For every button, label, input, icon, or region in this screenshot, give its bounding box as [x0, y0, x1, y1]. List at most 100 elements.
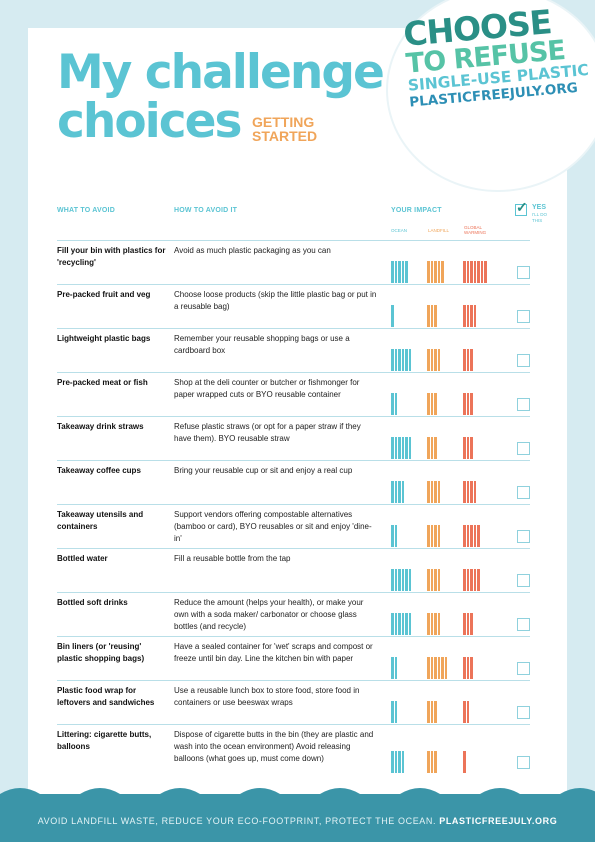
ocean-impact-bar [408, 349, 411, 371]
landfill-impact-bar [441, 657, 444, 679]
ill-do-this-checkbox[interactable] [517, 310, 530, 323]
landfill-impact-bar [437, 613, 440, 635]
ill-do-this-checkbox[interactable] [517, 354, 530, 367]
ocean-impact-bar [391, 751, 394, 773]
footer-text: AVOID LANDFILL WASTE, REDUCE YOUR ECO-FO… [0, 816, 595, 826]
ill-do-this-checkbox[interactable] [517, 530, 530, 543]
ocean-impact-bar [405, 613, 408, 635]
warming-impact-bar [470, 657, 473, 679]
ocean-impact-bar [398, 751, 401, 773]
footer-link[interactable]: PLASTICFREEJULY.ORG [439, 816, 558, 826]
table-row: Bottled water Fill a reusable bottle from… [57, 548, 530, 593]
ill-do-this-checkbox[interactable] [517, 706, 530, 719]
title-line-1: My challenge [57, 45, 385, 100]
ocean-impact-bar [394, 751, 397, 773]
table-row: Pre-packed fruit and veg Choose loose pro… [57, 284, 530, 329]
ill-do-this-checkbox[interactable] [517, 266, 530, 279]
ocean-impact-bar [398, 437, 401, 459]
warming-impact-bar [477, 569, 480, 591]
warming-impact-bar [470, 261, 473, 283]
landfill-impact-bar [437, 349, 440, 371]
warming-impact-bar [477, 261, 480, 283]
ocean-impact-bar [398, 569, 401, 591]
ill-do-this-checkbox[interactable] [517, 486, 530, 499]
ocean-impact-bar [394, 437, 397, 459]
landfill-impact-bar [430, 481, 433, 503]
warming-impact-bar [473, 305, 476, 327]
landfill-impact-bar [430, 613, 433, 635]
table-row: Littering: cigarette butts, balloons Disp… [57, 724, 530, 781]
table-row: Lightweight plastic bags Remember your re… [57, 328, 530, 373]
warming-impact-bar [463, 481, 466, 503]
header-yes: YES [532, 204, 547, 211]
getting-started-line-2: STARTED [252, 128, 318, 144]
ocean-impact-bar [394, 569, 397, 591]
warming-impact-bar [470, 525, 473, 547]
ill-do-this-checkbox[interactable] [517, 618, 530, 631]
warming-impact-bar [463, 525, 466, 547]
ocean-impact-bar [401, 481, 404, 503]
ocean-impact-bar [408, 613, 411, 635]
ocean-impact-bar [398, 349, 401, 371]
ill-do-this-checkbox[interactable] [517, 398, 530, 411]
landfill-impact-bar [434, 701, 437, 723]
ocean-impact-bar [394, 701, 397, 723]
table-row: Plastic food wrap for leftovers and sand… [57, 680, 530, 725]
landfill-impact-bar [430, 349, 433, 371]
landfill-impact-bar [434, 481, 437, 503]
landfill-impact-bar [427, 525, 430, 547]
ocean-impact-bar [401, 751, 404, 773]
landfill-impact-bar [434, 525, 437, 547]
landfill-impact-bar [427, 569, 430, 591]
landfill-impact-bar [434, 751, 437, 773]
checkmark-icon: ✓ [516, 199, 528, 215]
header-global-warming: GLOBAL WARMING [464, 225, 486, 235]
what-to-avoid-cell: Takeaway drink straws [57, 422, 144, 431]
title-line-2: choices [57, 94, 242, 149]
ill-do-this-checkbox[interactable] [517, 574, 530, 587]
getting-started-label: GETTING STARTED [252, 115, 317, 143]
ocean-impact-bar [401, 261, 404, 283]
how-to-avoid-cell: Choose loose products (skip the little p… [174, 290, 377, 311]
ill-do-this-checkbox[interactable] [517, 442, 530, 455]
header-landfill: LANDFILL [428, 228, 450, 233]
ocean-impact-bar [405, 349, 408, 371]
how-to-avoid-cell: Remember your reusable shopping bags or … [174, 334, 350, 355]
table-row: Fill your bin with plastics for 'recycli… [57, 240, 530, 285]
warming-impact-bar [466, 657, 469, 679]
landfill-impact-bar [437, 261, 440, 283]
warming-impact-bar [466, 613, 469, 635]
header-your-impact: YOUR IMPACT [391, 207, 442, 214]
how-to-avoid-cell: Have a sealed container for 'wet' scraps… [174, 642, 373, 663]
warming-impact-bar [463, 349, 466, 371]
landfill-impact-bar [434, 393, 437, 415]
warming-impact-bar [466, 349, 469, 371]
header-checkbox-icon [515, 204, 527, 216]
ocean-impact-bar [401, 349, 404, 371]
ill-do-this-checkbox[interactable] [517, 756, 530, 769]
warming-impact-bar [463, 437, 466, 459]
landfill-impact-bar [444, 657, 447, 679]
what-to-avoid-cell: Takeaway utensils and containers [57, 510, 144, 531]
warming-impact-bar [463, 751, 466, 773]
landfill-impact-bar [434, 437, 437, 459]
landfill-impact-bar [430, 393, 433, 415]
ocean-impact-bar [405, 437, 408, 459]
how-to-avoid-cell: Reduce the amount (helps your health), o… [174, 598, 364, 631]
landfill-impact-bar [430, 525, 433, 547]
ocean-impact-bar [391, 437, 394, 459]
table-row: Takeaway utensils and containers Support … [57, 504, 530, 549]
ocean-impact-bar [401, 437, 404, 459]
ocean-impact-bar [391, 261, 394, 283]
landfill-impact-bar [434, 261, 437, 283]
warming-impact-bar [466, 393, 469, 415]
ocean-impact-bar [391, 701, 394, 723]
landfill-impact-bar [427, 701, 430, 723]
warming-impact-bar [463, 613, 466, 635]
landfill-impact-bar [430, 701, 433, 723]
landfill-impact-bar [427, 657, 430, 679]
warming-impact-bar [463, 657, 466, 679]
ocean-impact-bar [391, 657, 394, 679]
ill-do-this-checkbox[interactable] [517, 662, 530, 675]
landfill-impact-bar [427, 305, 430, 327]
